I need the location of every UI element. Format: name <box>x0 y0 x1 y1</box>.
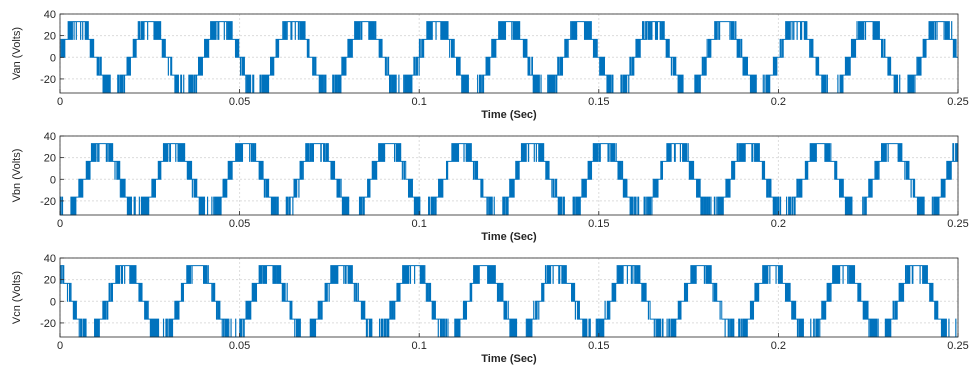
xtick-label-2: 0.1 <box>412 340 427 352</box>
waveform-vbn <box>59 143 959 216</box>
x-axis-title-vcn: Time (Sec) <box>481 353 537 365</box>
ytick-label-1: 0 <box>50 52 56 64</box>
xtick-label-2: 0.1 <box>412 96 427 108</box>
ytick-label-2: 20 <box>44 31 56 43</box>
axis-box-vbn <box>59 135 959 216</box>
axis-box-vcn <box>59 257 959 338</box>
ytick-label-0: -20 <box>40 318 56 330</box>
xtick-label-4: 0.2 <box>771 340 786 352</box>
ytick-label-2: 20 <box>44 153 56 165</box>
xtick-label-4: 0.2 <box>771 96 786 108</box>
xtick-label-0: 0 <box>57 218 63 230</box>
xtick-label-3: 0.15 <box>588 218 609 230</box>
ytick-label-0: -20 <box>40 74 56 86</box>
ytick-label-1: 0 <box>50 174 56 186</box>
ytick-label-0: -20 <box>40 196 56 208</box>
xtick-label-1: 0.05 <box>229 218 250 230</box>
y-axis-title-van: Van (Volts) <box>11 27 23 80</box>
x-axis-title-vbn: Time (Sec) <box>481 231 537 243</box>
ytick-label-2: 20 <box>44 275 56 287</box>
xtick-label-2: 0.1 <box>412 218 427 230</box>
xtick-label-1: 0.05 <box>229 340 250 352</box>
axis-box-van <box>59 13 959 94</box>
xtick-label-5: 0.25 <box>947 96 968 108</box>
xtick-label-5: 0.25 <box>947 340 968 352</box>
xtick-label-0: 0 <box>57 96 63 108</box>
y-axis-title-vbn: Vbn (Volts) <box>11 149 23 203</box>
x-axis-title-van: Time (Sec) <box>481 109 537 121</box>
waveform-van <box>60 21 958 94</box>
xtick-label-0: 0 <box>57 340 63 352</box>
ytick-label-3: 40 <box>44 131 56 143</box>
ytick-label-1: 0 <box>50 296 56 308</box>
ytick-label-3: 40 <box>44 253 56 265</box>
ytick-label-3: 40 <box>44 9 56 21</box>
xtick-label-1: 0.05 <box>229 96 250 108</box>
y-axis-title-vcn: Vcn (Volts) <box>11 271 23 324</box>
xtick-label-5: 0.25 <box>947 218 968 230</box>
xtick-label-4: 0.2 <box>771 218 786 230</box>
xtick-label-3: 0.15 <box>588 96 609 108</box>
xtick-label-3: 0.15 <box>588 340 609 352</box>
